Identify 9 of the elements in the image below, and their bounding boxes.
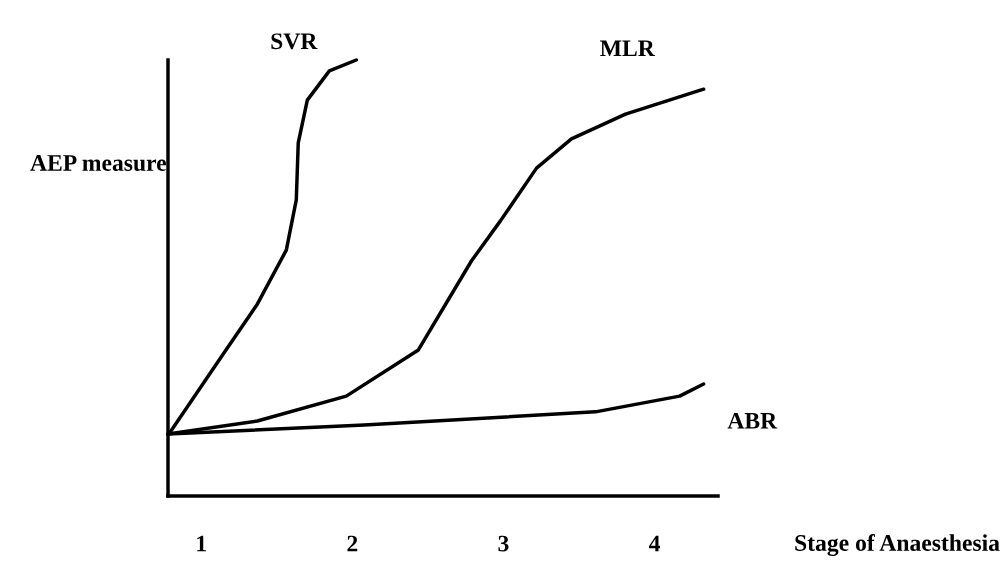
series-label: SVR: [271, 33, 318, 50]
x-axis-title: Stage of Anaesthesia: [795, 534, 1000, 556]
x-tick-label: 3: [498, 535, 509, 552]
x-tick-label: 1: [197, 535, 206, 552]
y-axis-title: AEP measure: [30, 155, 167, 171]
series-label: MLR: [600, 40, 655, 56]
x-tick-label: 2: [347, 535, 358, 552]
series-label: ABR: [727, 412, 778, 429]
x-tick-label: 4: [648, 535, 660, 552]
